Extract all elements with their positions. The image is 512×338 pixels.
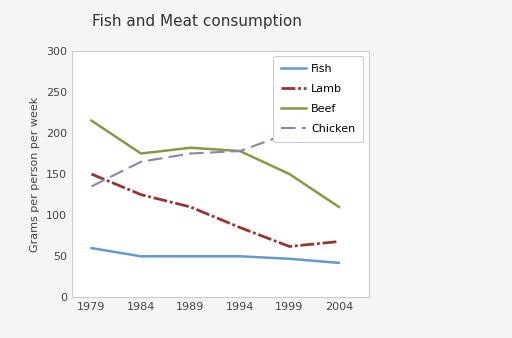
Lamb	[286, 244, 292, 248]
Chicken	[336, 90, 342, 94]
Fish	[187, 254, 194, 258]
Beef	[237, 149, 243, 153]
Fish	[138, 254, 144, 258]
Beef	[336, 205, 342, 209]
Lamb	[187, 205, 194, 209]
Fish	[286, 257, 292, 261]
Beef	[286, 172, 292, 176]
Beef	[138, 151, 144, 155]
Lamb	[138, 193, 144, 197]
Beef	[187, 146, 194, 150]
Lamb	[336, 240, 342, 244]
Lamb	[89, 172, 95, 176]
Chicken	[187, 151, 194, 155]
Legend: Fish, Lamb, Beef, Chicken: Fish, Lamb, Beef, Chicken	[273, 56, 363, 142]
Line: Chicken: Chicken	[92, 92, 339, 186]
Chicken	[237, 149, 243, 153]
Line: Fish: Fish	[92, 248, 339, 263]
Fish	[89, 246, 95, 250]
Fish	[237, 254, 243, 258]
Text: Fish and Meat consumption: Fish and Meat consumption	[92, 14, 302, 28]
Line: Beef: Beef	[92, 121, 339, 207]
Chicken	[138, 160, 144, 164]
Chicken	[89, 184, 95, 188]
Y-axis label: Grams per person per week: Grams per person per week	[30, 96, 40, 252]
Beef	[89, 119, 95, 123]
Line: Lamb: Lamb	[92, 174, 339, 246]
Lamb	[237, 225, 243, 230]
Chicken	[286, 131, 292, 135]
Fish	[336, 261, 342, 265]
